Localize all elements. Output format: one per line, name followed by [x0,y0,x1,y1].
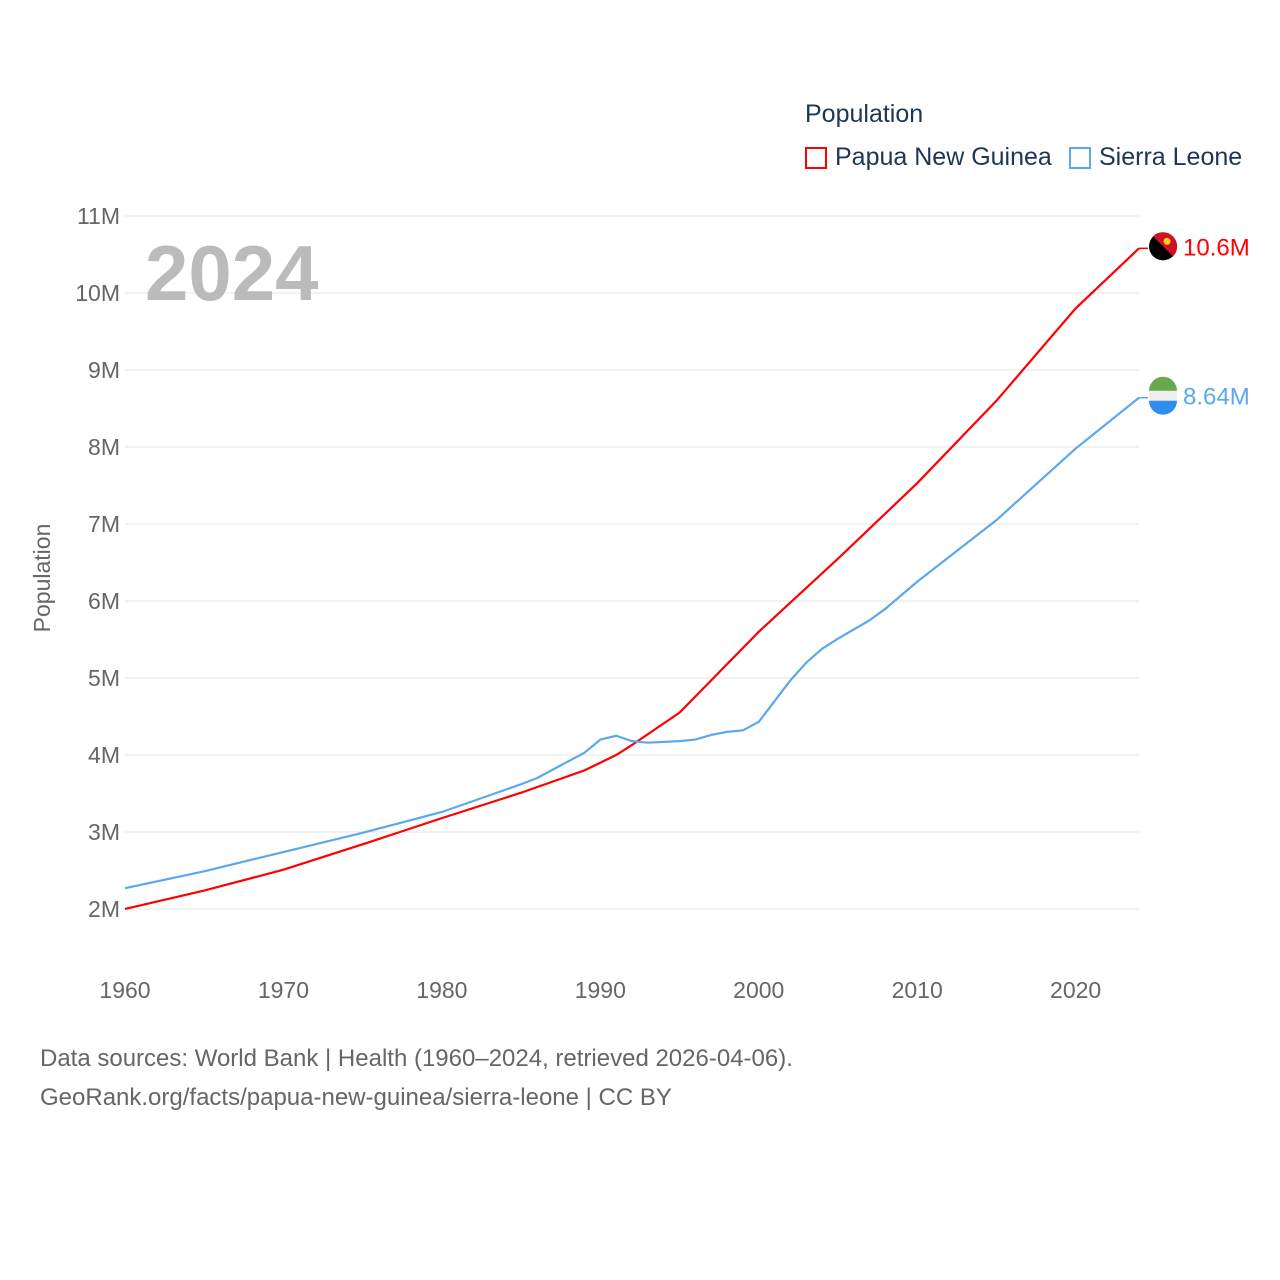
legend-item-papua-new-guinea[interactable]: Papua New Guinea [805,143,1052,172]
y-tick-label: 10M [75,280,120,306]
y-tick-label: 8M [88,434,120,460]
y-tick-label: 5M [88,665,120,691]
source-line-2: GeoRank.org/facts/papua-new-guinea/sierr… [40,1084,672,1111]
y-tick-label: 2M [88,896,120,922]
legend-title: Population [805,100,924,128]
year-label: 2024 [145,229,319,317]
flag-red-half [1153,232,1178,257]
y-tick-label: 11M [77,203,120,229]
y-tick-label: 7M [88,511,120,537]
x-tick-label: 2000 [733,977,784,1003]
end-value-label: 8.64M [1183,384,1250,411]
y-tick-label: 9M [88,357,120,383]
x-tick-label: 1980 [416,977,467,1003]
source-line-1: Data sources: World Bank | Health (1960–… [40,1045,793,1072]
legend-item-sierra-leone[interactable]: Sierra Leone [1069,143,1242,172]
flag-bird [1163,237,1171,245]
legend-swatch [805,146,827,169]
series-line-1 [124,396,1140,890]
y-tick-label: 4M [88,742,120,768]
legend-label: Sierra Leone [1099,143,1243,171]
legend-label: Papua New Guinea [835,143,1052,171]
y-axis-label: Population [29,524,55,633]
x-tick-label: 1970 [258,977,309,1003]
x-tick-label: 2010 [892,977,943,1003]
end-value-label: 10.6M [1183,234,1250,261]
x-tick-label: 1960 [99,977,150,1003]
flag-blue [1149,400,1178,415]
flag-green [1149,376,1178,391]
y-tick-label: 3M [88,819,120,845]
legend-swatch [1069,146,1091,169]
x-tick-label: 2020 [1050,977,1101,1003]
series-line-0 [124,247,1140,911]
y-tick-label: 6M [88,588,120,614]
x-tick-label: 1990 [575,977,626,1003]
